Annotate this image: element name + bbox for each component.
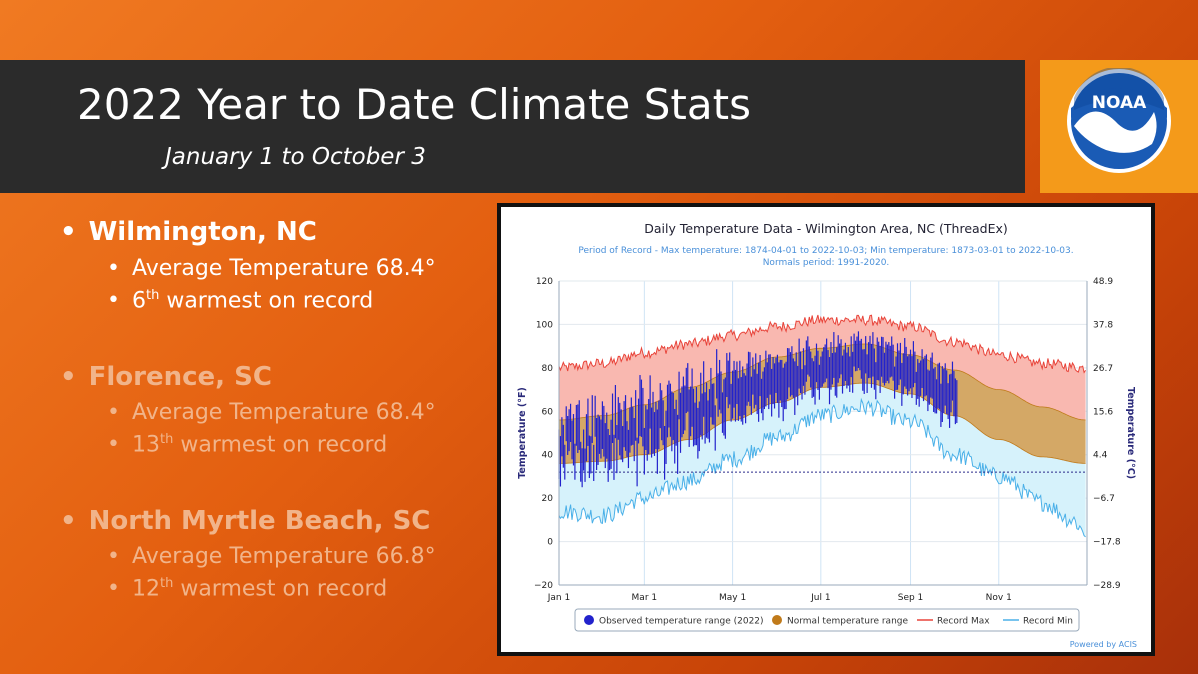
normal-max-line xyxy=(559,343,1086,421)
city-north-myrtle-beach: • North Myrtle Beach, SC xyxy=(60,506,431,536)
y-tick-label-left: −20 xyxy=(534,581,553,591)
chart-svg: Daily Temperature Data - Wilmington Area… xyxy=(517,221,1137,649)
record-max-line xyxy=(558,314,1087,374)
y-tick-label-left: 40 xyxy=(542,451,554,461)
y-axis-label-left: Temperature (°F) xyxy=(517,387,528,479)
y-tick-label-left: 80 xyxy=(542,364,554,374)
avg-temp-label: Average Temperature 68.4° xyxy=(131,400,436,425)
stat-avg-temp: • Average Temperature 68.4° xyxy=(107,256,436,281)
avg-temp-label: Average Temperature 66.8° xyxy=(131,544,436,569)
y-tick-label-left: 60 xyxy=(542,407,554,417)
noaa-logo-icon: NOAA xyxy=(1067,68,1171,173)
y-tick-label-right: 4.4 xyxy=(1093,451,1108,461)
chart-legend xyxy=(574,608,1080,632)
y-tick-label-left: 20 xyxy=(542,494,554,504)
city-florence: • Florence, SC xyxy=(60,362,272,392)
legend-observed-marker xyxy=(584,615,594,625)
y-tick-label-right: −6.7 xyxy=(1093,494,1115,504)
x-tick-label: Jul 1 xyxy=(810,593,830,603)
logo-text: NOAA xyxy=(1092,93,1147,113)
avg-temp-label: Average Temperature 68.4° xyxy=(131,256,436,281)
stat-rank: • 6th warmest on record xyxy=(107,288,374,314)
record-min-band xyxy=(559,383,1086,537)
chart-subtitle-2: Normals period: 1991-2020. xyxy=(763,258,890,268)
slide-title: 2022 Year to Date Climate Stats xyxy=(77,80,751,129)
x-tick-label: Jan 1 xyxy=(547,593,570,603)
legend-normal: Normal temperature range xyxy=(787,617,908,627)
y-tick-label-right: 15.6 xyxy=(1093,407,1113,417)
y-tick-label-left: 120 xyxy=(536,277,553,287)
y-tick-label-right: 48.9 xyxy=(1093,277,1113,287)
x-tick-label: Mar 1 xyxy=(632,593,658,603)
legend-record-max: Record Max xyxy=(937,617,990,627)
y-tick-label-right: 26.7 xyxy=(1093,364,1113,374)
y-tick-label-right: −28.9 xyxy=(1093,581,1121,591)
temperature-chart: Daily Temperature Data - Wilmington Area… xyxy=(497,203,1155,656)
title-band xyxy=(0,60,1025,193)
slide-subtitle: January 1 to October 3 xyxy=(165,144,426,170)
record-min-line xyxy=(558,397,1086,538)
city-name: Florence, SC xyxy=(88,362,272,392)
x-tick-label: May 1 xyxy=(719,593,746,603)
y-tick-label-left: 0 xyxy=(547,538,553,548)
noaa-logo: NOAA xyxy=(1040,60,1198,193)
y-axis-label-right: Temperature (°C) xyxy=(1125,387,1136,479)
record-max-band xyxy=(559,315,1086,420)
y-tick-label-right: −17.8 xyxy=(1093,538,1121,548)
stat-avg-temp: • Average Temperature 66.8° xyxy=(107,544,436,569)
x-tick-label: Nov 1 xyxy=(986,593,1012,603)
stat-rank: • 12th warmest on record xyxy=(107,576,388,602)
stat-rank: • 13th warmest on record xyxy=(107,432,388,458)
legend-record-min: Record Min xyxy=(1023,617,1073,627)
city-name: Wilmington, NC xyxy=(88,217,317,247)
y-tick-label-left: 100 xyxy=(536,320,553,330)
chart-title: Daily Temperature Data - Wilmington Area… xyxy=(644,221,1008,236)
legend-normal-marker xyxy=(772,615,782,625)
x-tick-label: Sep 1 xyxy=(898,593,924,603)
y-tick-label-right: 37.8 xyxy=(1093,320,1113,330)
stat-avg-temp: • Average Temperature 68.4° xyxy=(107,400,436,425)
city-name: North Myrtle Beach, SC xyxy=(88,506,431,536)
chart-credit: Powered by ACIS xyxy=(1070,640,1137,649)
city-wilmington: • Wilmington, NC xyxy=(60,217,317,247)
legend-observed: Observed temperature range (2022) xyxy=(599,617,764,627)
chart-subtitle: Period of Record - Max temperature: 1874… xyxy=(578,246,1073,256)
